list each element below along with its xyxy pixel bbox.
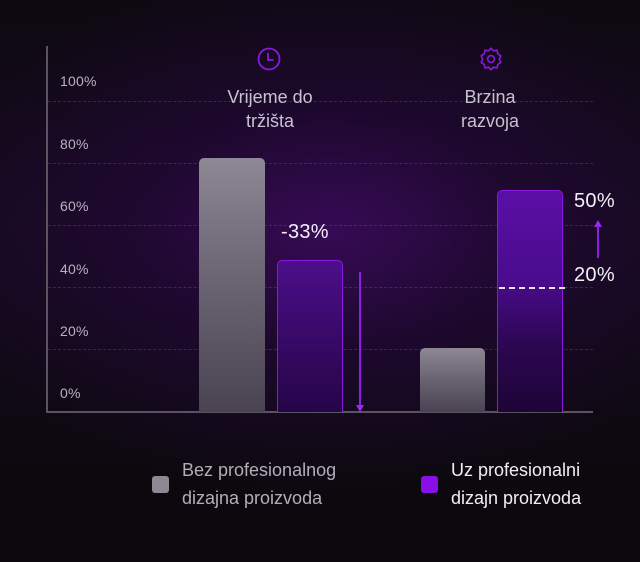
gridline-80 <box>48 163 593 164</box>
y-tick-40: 40% <box>60 261 89 277</box>
category-label-line2: tržišta <box>245 111 294 131</box>
legend-label-line1: Bez profesionalnog <box>182 460 337 480</box>
down-arrow-shaft <box>359 272 361 406</box>
category-label-time-to-market: Vrijeme do tržišta <box>206 85 334 133</box>
bar-with-time-to-market <box>277 260 343 412</box>
legend-swatch-purple <box>421 475 438 493</box>
legend-label-line2: dizajna proizvoda <box>182 488 323 508</box>
y-tick-0: 0% <box>60 385 81 401</box>
category-label-development-speed: Brzina razvoja <box>440 85 540 133</box>
gear-icon <box>480 47 502 71</box>
bar-without-development-speed <box>420 348 485 412</box>
annotation-decrease: -33% <box>281 221 329 243</box>
annotation-increase-base: 20% <box>574 264 615 286</box>
bar-with-development-speed <box>497 190 563 412</box>
y-tick-60: 60% <box>60 198 89 214</box>
y-tick-20: 20% <box>60 323 89 339</box>
bar-without-time-to-market <box>199 158 265 412</box>
down-arrow-icon <box>356 405 364 412</box>
clock-icon <box>257 47 281 71</box>
category-label-line2: razvoja <box>460 111 520 131</box>
legend-swatch-gray <box>152 475 169 493</box>
annotation-increase-top: 50% <box>574 190 615 212</box>
y-tick-100: 100% <box>60 73 97 89</box>
y-tick-80: 80% <box>60 136 89 152</box>
legend-item-without: Bez profesionalnog dizajna proizvoda <box>152 456 336 512</box>
legend-item-with: Uz profesionalni dizajn proizvoda <box>421 456 581 512</box>
legend-label-line1: Uz profesionalni <box>451 460 581 480</box>
x-axis <box>46 411 593 413</box>
category-label-line1: Brzina <box>464 87 516 107</box>
up-arrow-icon <box>594 220 602 227</box>
gridline-60 <box>48 225 593 226</box>
y-axis <box>46 46 48 413</box>
gridline-100 <box>48 101 593 102</box>
category-label-line1: Vrijeme do <box>227 87 313 107</box>
legend-label-line2: dizajn proizvoda <box>451 488 582 508</box>
baseline-marker-dashed <box>499 287 565 289</box>
up-arrow-shaft <box>597 226 599 258</box>
